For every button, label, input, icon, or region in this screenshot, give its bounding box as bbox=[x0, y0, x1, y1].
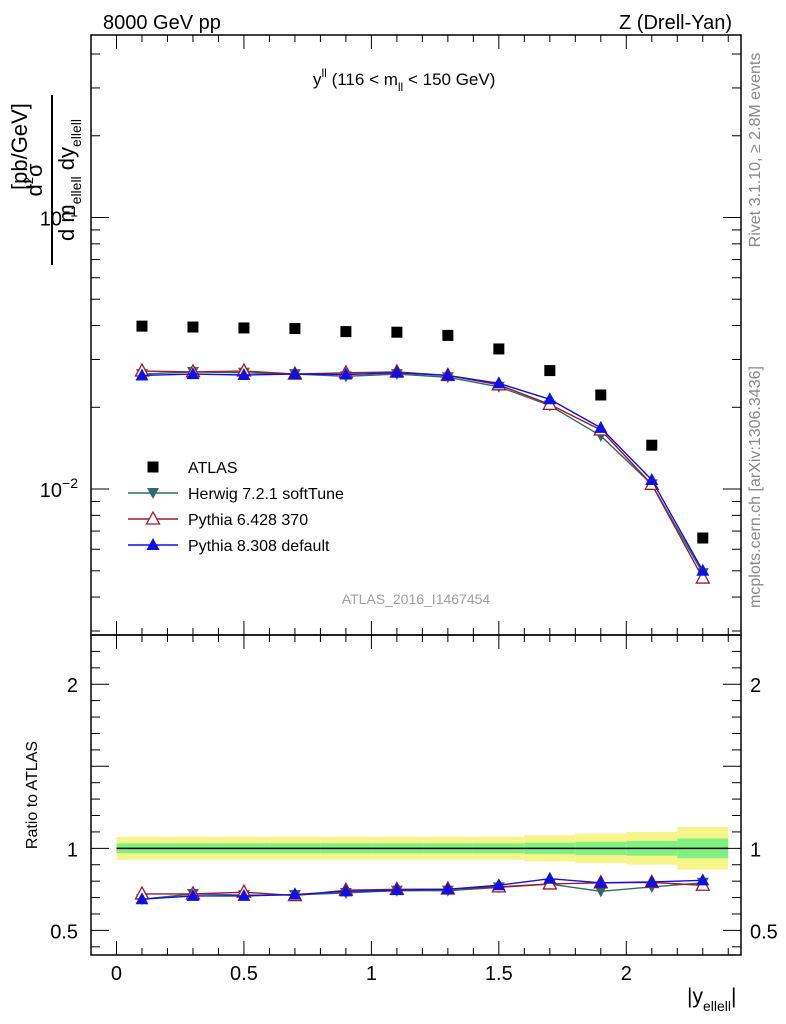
y-tick-label: 2 bbox=[750, 675, 761, 697]
data-point-pythia-8-308-default bbox=[237, 367, 251, 380]
legend-marker-pythia-8-308-default bbox=[146, 538, 160, 550]
ratio-point-pythia-8-308-default bbox=[543, 871, 557, 884]
data-point-pythia-6-428-370 bbox=[695, 569, 711, 584]
data-point-pythia-8-308-default bbox=[288, 367, 302, 380]
data-point-pythia-8-308-default bbox=[645, 472, 659, 485]
x-tick-label: 0.5 bbox=[230, 963, 258, 985]
ratio-point-pythia-8-308-default bbox=[237, 888, 251, 901]
data-point-pythia-8-308-default bbox=[696, 563, 710, 576]
ratio-point-pythia-8-308-default bbox=[186, 888, 200, 901]
data-point-pythia-8-308-default bbox=[594, 420, 608, 433]
y-tick-label: 2 bbox=[67, 675, 78, 697]
data-point-pythia-8-308-default bbox=[390, 365, 404, 378]
ratio-line-herwig-7-2-1-softtune bbox=[141, 882, 703, 900]
data-point-atlas bbox=[493, 343, 505, 355]
legend-label-herwig-7-2-1-softtune: Herwig 7.2.1 softTune bbox=[188, 486, 344, 503]
ratio-point-pythia-8-308-default bbox=[288, 887, 302, 900]
data-point-atlas bbox=[595, 389, 607, 401]
legend-label-pythia-6-428-370: Pythia 6.428 370 bbox=[188, 512, 308, 529]
data-point-pythia-8-308-default bbox=[543, 392, 557, 405]
data-point-atlas bbox=[697, 532, 709, 544]
axis-tick-labels: 0 0.5 1 1.5 2 10−1 10−2 0.5 0.5 1 1 2 2 bbox=[40, 203, 778, 985]
legend: ATLAS Herwig 7.2.1 softTune Pythia 6.428 3… bbox=[128, 460, 344, 555]
mcplots-label: mcplots.cern.ch [arXiv:1306.3436] bbox=[747, 366, 764, 608]
ratio-point-pythia-8-308-default bbox=[441, 882, 455, 895]
xlabel-lead: |y bbox=[687, 985, 703, 1008]
ratio-point-pythia-8-308-default bbox=[645, 874, 659, 887]
data-point-pythia-8-308-default bbox=[135, 368, 149, 381]
ratio-panel-frame bbox=[90, 634, 742, 956]
xlabel-tail: | bbox=[731, 985, 736, 1008]
y-tick-label: 1 bbox=[750, 839, 761, 861]
main-title: yll (116 < mll < 150 GeV) bbox=[313, 66, 495, 94]
y-tick-label: 0.5 bbox=[50, 921, 78, 943]
main-title-pre: (116 < m bbox=[332, 70, 398, 89]
xlabel-sub: ellell bbox=[703, 998, 731, 1014]
axis-ticks bbox=[91, 35, 741, 955]
data-point-atlas bbox=[391, 326, 403, 338]
ratio-point-pythia-8-308-default bbox=[594, 875, 608, 888]
ratio-series-group bbox=[134, 871, 711, 906]
data-point-pythia-8-308-default bbox=[339, 367, 353, 380]
legend-label-pythia-8-308-default: Pythia 8.308 default bbox=[188, 538, 330, 555]
ratio-point-pythia-8-308-default bbox=[390, 883, 404, 896]
ratio-point-pythia-8-308-default bbox=[135, 892, 149, 905]
data-point-atlas bbox=[289, 323, 301, 335]
main-title-lead-sup: ll bbox=[322, 66, 327, 80]
ratio-ylabel: Ratio to ATLAS bbox=[24, 741, 41, 849]
header-right: Z (Drell-Yan) bbox=[619, 12, 732, 34]
ratio-point-pythia-8-308-default bbox=[696, 873, 710, 886]
ratio-uncertainty-band bbox=[116, 827, 729, 870]
legend-marker-herwig-7-2-1-softtune bbox=[147, 488, 159, 499]
x-tick-label: 1.5 bbox=[485, 963, 513, 985]
y-tick-label: 1 bbox=[67, 839, 78, 861]
y-tick-label: 10−1 bbox=[40, 203, 78, 230]
ylabel-unit: [pb/GeV] bbox=[7, 103, 32, 190]
data-point-atlas bbox=[136, 320, 148, 332]
data-point-atlas bbox=[340, 326, 352, 338]
ratio-point-pythia-8-308-default bbox=[339, 884, 353, 897]
header-left: 8000 GeV pp bbox=[103, 12, 221, 34]
data-point-pythia-8-308-default bbox=[186, 367, 200, 380]
main-series-group bbox=[134, 320, 711, 584]
data-point-atlas bbox=[544, 365, 556, 377]
data-point-pythia-8-308-default bbox=[441, 368, 455, 381]
main-ylabel: d2σ d mellell dyellell [pb/GeV] bbox=[7, 95, 84, 265]
legend-marker-atlas bbox=[147, 461, 159, 473]
y-tick-label: 0.5 bbox=[750, 921, 778, 943]
series-line-herwig-7-2-1-softtune bbox=[141, 371, 704, 574]
ratio-point-pythia-8-308-default bbox=[492, 878, 506, 891]
ratio-xlabel: |yellell| bbox=[687, 985, 736, 1014]
ratio-line-pythia-8-308-default bbox=[141, 877, 703, 900]
x-tick-label: 0 bbox=[111, 963, 122, 985]
data-point-pythia-8-308-default bbox=[492, 376, 506, 389]
main-title-sub: ll bbox=[398, 80, 403, 94]
data-point-atlas bbox=[187, 321, 199, 333]
series-line-pythia-8-308-default bbox=[141, 372, 704, 572]
y-tick-label: 10−2 bbox=[40, 475, 78, 502]
data-point-atlas bbox=[442, 329, 454, 341]
main-title-lead: y bbox=[313, 70, 322, 89]
data-point-atlas bbox=[646, 439, 658, 451]
rivet-label: Rivet 3.1.10, ≥ 2.8M events bbox=[747, 53, 764, 248]
ratio-point-herwig-7-2-1-softtune bbox=[594, 886, 607, 898]
legend-label-atlas: ATLAS bbox=[188, 460, 238, 477]
analysis-watermark: ATLAS_2016_I1467454 bbox=[342, 591, 491, 607]
main-title-post: < 150 GeV) bbox=[408, 70, 495, 89]
legend-marker-pythia-6-428-370 bbox=[145, 510, 161, 525]
x-tick-label: 2 bbox=[621, 963, 632, 985]
x-tick-label: 1 bbox=[366, 963, 377, 985]
data-point-atlas bbox=[238, 322, 250, 334]
ratio-line-pythia-6-428-370 bbox=[141, 881, 703, 897]
